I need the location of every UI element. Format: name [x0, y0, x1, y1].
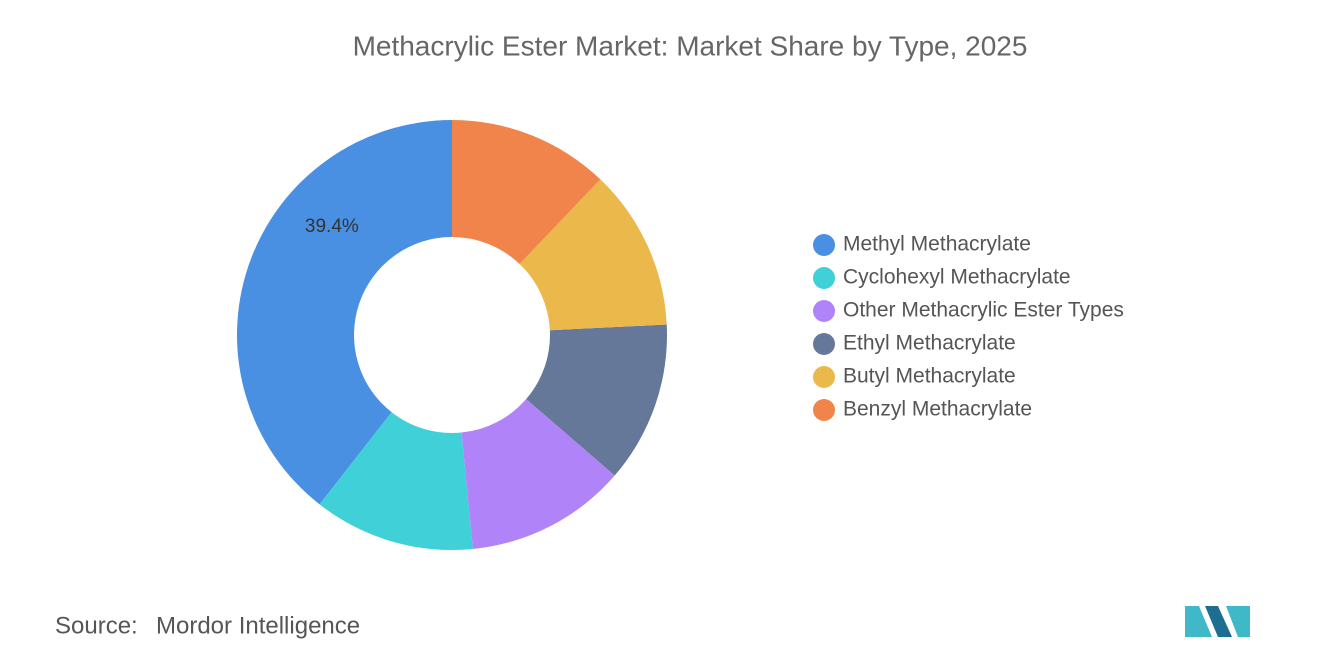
legend-marker	[813, 267, 835, 289]
legend-label: Other Methacrylic Ester Types	[843, 299, 1124, 322]
donut-slice	[526, 324, 667, 476]
legend-marker	[813, 333, 835, 355]
legend-label: Methyl Methacrylate	[843, 233, 1031, 256]
legend-marker	[813, 234, 835, 256]
donut-slice	[319, 412, 473, 551]
source-text: Mordor Intelligence	[156, 612, 360, 639]
legend-label: Benzyl Methacrylate	[843, 398, 1032, 421]
legend-label: Cyclohexyl Methacrylate	[843, 266, 1071, 289]
donut-slice	[519, 179, 667, 331]
source-label: Source:	[55, 612, 138, 639]
legend-marker	[813, 366, 835, 388]
legend-label: Ethyl Methacrylate	[843, 332, 1016, 355]
logo	[1185, 606, 1250, 637]
legend-label: Butyl Methacrylate	[843, 365, 1016, 388]
legend-marker	[813, 300, 835, 322]
donut-slice	[461, 399, 615, 549]
chart-title: Methacrylic Ester Market: Market Share b…	[353, 30, 1028, 61]
legend-marker	[813, 399, 835, 421]
data-label: 39.4%	[305, 216, 359, 237]
donut-slice	[237, 120, 452, 505]
donut-slice	[452, 120, 601, 265]
